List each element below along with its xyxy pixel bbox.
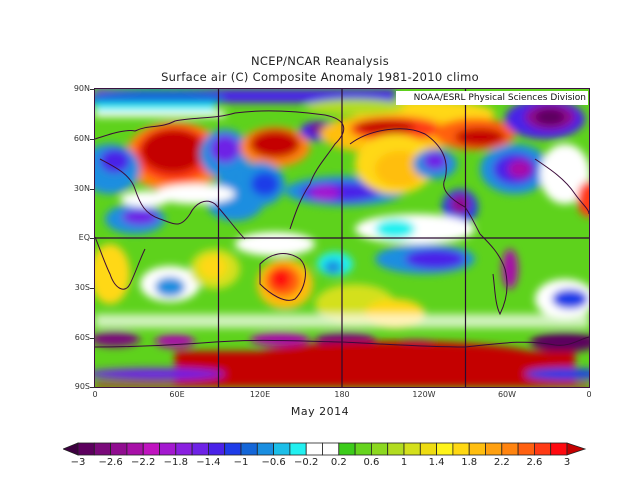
date-label: May 2014 [290,405,350,418]
colorbar-tick-label: −1.4 [196,457,221,468]
credit-label: NOAA/ESRL Physical Sciences Division [396,91,588,105]
colorbar-tick-label: 1.4 [428,457,445,468]
colorbar-tick-label: 1.8 [461,457,478,468]
anomaly-map [95,89,589,387]
chart-title: NCEP/NCAR Reanalysis [251,54,389,68]
lon-tick-label: 60E [169,390,185,399]
lat-tick-label: 30N [73,184,90,193]
colorbar-tick-label: −3 [70,457,86,468]
colorbar-tick-label: 1 [400,457,408,468]
chart-subtitle: Surface air (C) Composite Anomaly 1981-2… [161,70,479,84]
lon-tick-label: 120E [249,390,271,399]
colorbar-tick-label: −0.2 [294,457,319,468]
colorbar-tick-label: −1 [233,457,249,468]
lat-tick-label: EQ [78,233,90,242]
colorbar-tick-label: −2.6 [98,457,123,468]
lat-tick-label: 60N [73,134,90,143]
lat-tick-label: 60S [74,333,90,342]
lon-tick-label: 0 [586,390,592,399]
lat-tick-label: 30S [74,283,90,292]
lat-tick-label: 90S [74,382,90,391]
lat-tick [90,238,95,239]
colorbar [61,441,587,460]
colorbar-tick-label: 0.6 [363,457,380,468]
lat-tick [90,387,95,388]
lat-tick-label: 90N [73,84,90,93]
colorbar-tick-label: 3 [563,457,571,468]
lon-tick-label: 0 [92,390,98,399]
lon-tick-label: 60W [497,390,517,399]
colorbar-tick-label: −0.6 [261,457,286,468]
colorbar-tick-label: 2.6 [526,457,543,468]
lat-tick [90,338,95,339]
colorbar-tick-label: −1.8 [163,457,188,468]
lat-tick [90,288,95,289]
colorbar-tick-label: −2.2 [131,457,156,468]
colorbar-tick-label: 2.2 [493,457,510,468]
lat-tick [90,189,95,190]
colorbar-tick-label: 0.2 [330,457,347,468]
lat-tick [90,89,95,90]
lat-tick [90,139,95,140]
lon-tick-label: 180 [334,390,350,399]
lon-tick-label: 120W [412,390,436,399]
